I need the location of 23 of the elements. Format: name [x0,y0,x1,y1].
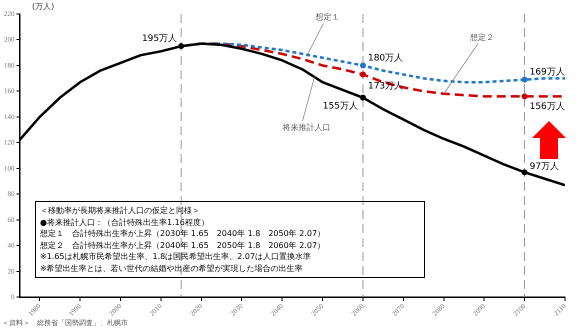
data-label: 155万人 [322,100,358,112]
y-axis-title: (万人) [32,1,54,12]
point [522,169,528,176]
annotation: 想定１ 合計特殊出生率が上昇（2030年 1.65 2040年 1.8 2050年 2.07） [40,228,326,240]
annotation: ＜移動率が長期将来推計人口の仮定と同様＞ [40,205,201,216]
annotation: ●将来推計人口：（合計特殊出生率1.16程度） [40,216,210,228]
point [522,93,528,100]
data-label: 97万人 [530,161,560,172]
data-label: 169万人 [530,66,565,78]
data-label: 195万人 [142,33,178,44]
annotation: 想定２ [468,32,494,42]
point [178,43,184,50]
annotation: 想定２ 合計特殊出生率が上昇（2040年 1.65 2050年 1.8 2060年 2.07） [40,240,326,251]
annotation: ※1.65は札幌市民希望出生率、1.8は国民希望出生率、2.07は人口置換水準 [40,251,312,262]
data-label: 156万人 [530,101,565,112]
point [360,94,366,101]
point [360,71,366,78]
annotation: 将来推計人口 [281,123,330,132]
data-label: 180万人 [368,52,404,64]
annotation: ※希望出生率とは、若い世代の結婚や出産の希望が実現した場合の出生率 [40,262,304,274]
annotation: 想定１ [314,12,340,22]
point [360,62,366,68]
point [522,76,528,83]
